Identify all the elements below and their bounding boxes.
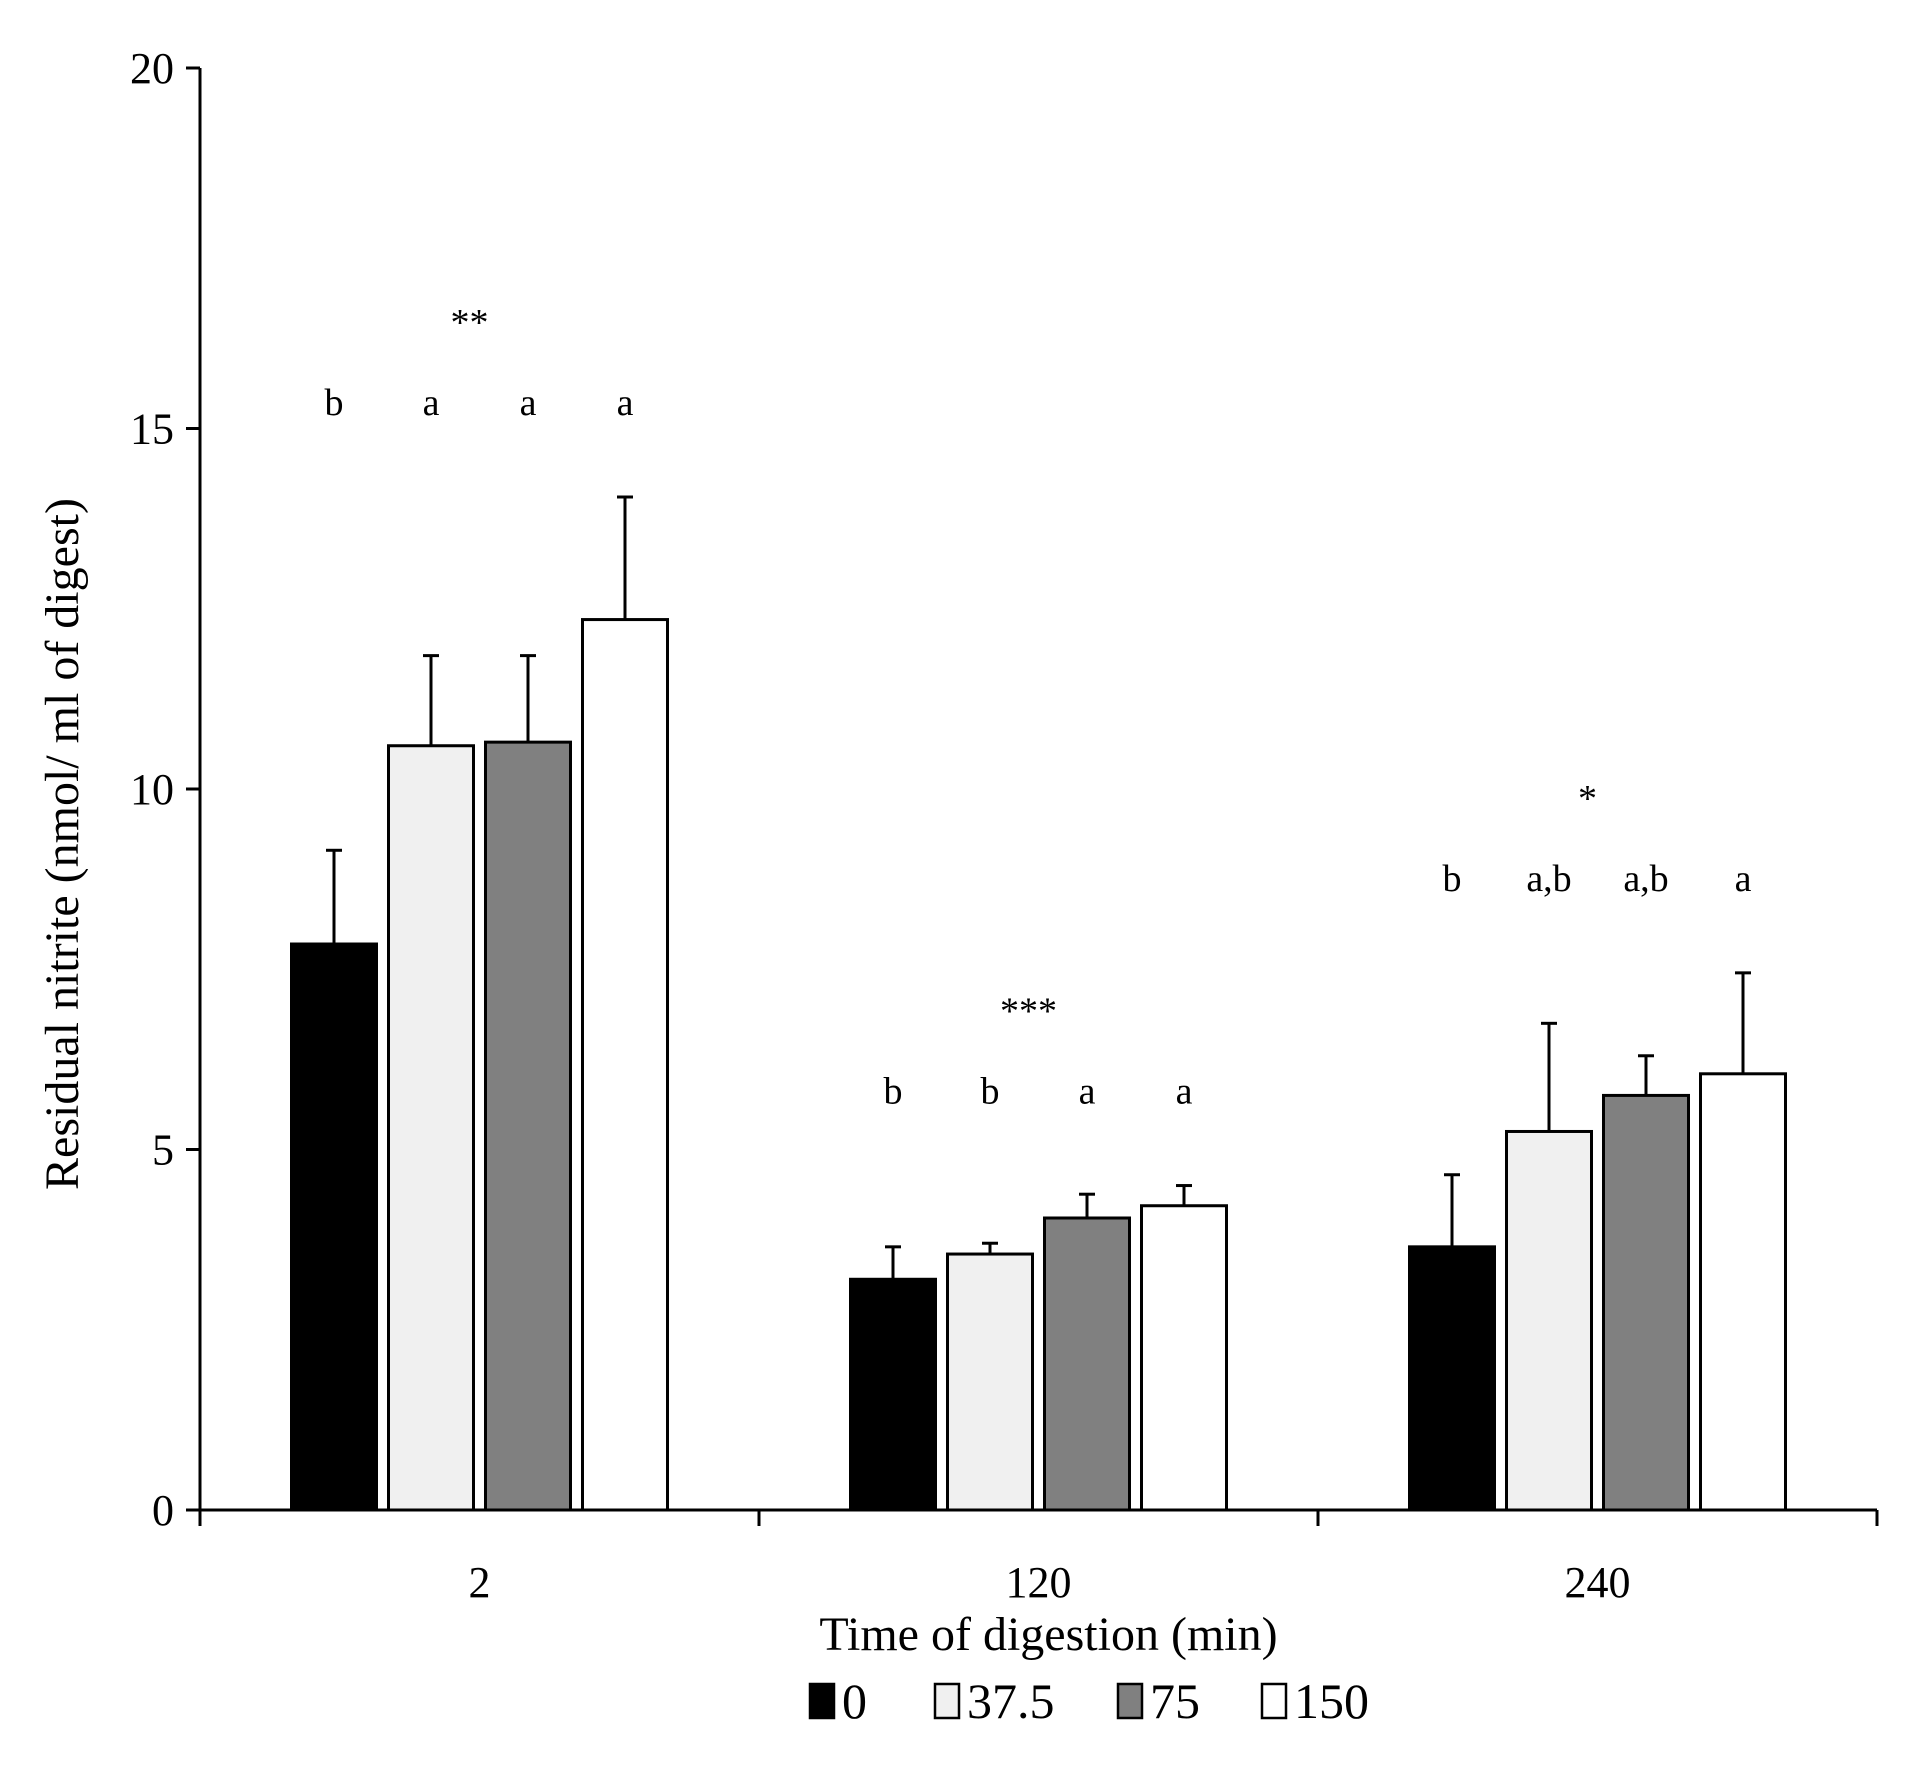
- x-tick-label: 120: [1006, 1558, 1072, 1607]
- bar-150: [581, 618, 669, 1512]
- significance-letter: a: [1079, 1071, 1096, 1113]
- y-tick-label: 10: [130, 765, 174, 814]
- legend-label: 0: [842, 1673, 867, 1729]
- legend-swatch-150: [1260, 1682, 1288, 1720]
- legend-label: 150: [1294, 1673, 1369, 1729]
- legend-swatch-75: [1116, 1682, 1144, 1720]
- significance-letter: a: [1176, 1071, 1193, 1113]
- significance-letter: a: [423, 382, 440, 424]
- significance-letter: a: [520, 382, 537, 424]
- bar-150: [1140, 1204, 1228, 1512]
- bar-37.5: [387, 744, 475, 1512]
- y-tick-label: 15: [130, 405, 174, 454]
- legend-swatch-0: [808, 1682, 836, 1720]
- x-tick-label: 240: [1565, 1558, 1631, 1607]
- significance-letter: a: [1735, 858, 1752, 900]
- significance-letter: b: [884, 1071, 903, 1113]
- significance-stars: **: [451, 302, 489, 344]
- significance-letter: b: [325, 382, 344, 424]
- bar-37.5: [946, 1252, 1034, 1512]
- bar-75: [1602, 1093, 1690, 1512]
- bar-150: [1699, 1072, 1787, 1512]
- significance-stars: *: [1578, 778, 1597, 820]
- significance-stars: ***: [1000, 991, 1057, 1033]
- bar-75: [1043, 1216, 1131, 1512]
- significance-letter: a,b: [1526, 858, 1571, 900]
- y-axis-title: Residual nitrite (nmol/ ml of digest): [36, 498, 89, 1190]
- bar-37.5: [1505, 1129, 1593, 1512]
- significance-letter: a: [617, 382, 634, 424]
- significance-letter: a,b: [1623, 858, 1668, 900]
- significance-letter: b: [1443, 858, 1462, 900]
- bar-0: [849, 1277, 937, 1512]
- y-tick-label: 20: [130, 44, 174, 93]
- legend-label: 75: [1150, 1673, 1200, 1729]
- bar-75: [484, 740, 572, 1512]
- y-tick-label: 0: [152, 1486, 174, 1535]
- legend-swatch-37.5: [933, 1682, 961, 1720]
- bar-0: [290, 942, 378, 1512]
- legend-label: 37.5: [967, 1673, 1055, 1729]
- y-tick-label: 5: [152, 1126, 174, 1175]
- x-tick-label: 2: [469, 1558, 491, 1607]
- x-axis-title: Time of digestion (min): [819, 1608, 1277, 1661]
- significance-letter: b: [981, 1071, 1000, 1113]
- bar-0: [1408, 1245, 1496, 1512]
